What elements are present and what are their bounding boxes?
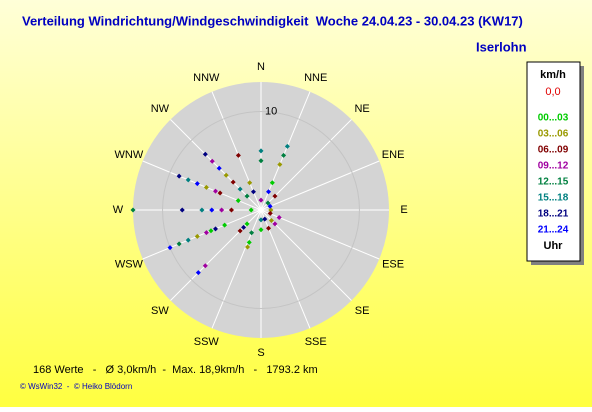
- data-point: [223, 172, 229, 178]
- data-point: [202, 151, 208, 157]
- data-point: [244, 193, 250, 199]
- data-point: [216, 165, 222, 171]
- data-point: [262, 216, 268, 222]
- data-point: [208, 228, 214, 234]
- spoke: [211, 209, 262, 329]
- data-point: [194, 181, 200, 187]
- chart-title: Verteilung Windrichtung/Windgeschwindigk…: [22, 13, 523, 28]
- direction-label: SW: [151, 305, 169, 317]
- data-point: [230, 179, 236, 185]
- data-point: [284, 143, 290, 149]
- data-point: [272, 221, 278, 227]
- data-point: [179, 207, 185, 213]
- legend-calm: 0,0: [545, 86, 560, 98]
- data-point: [265, 200, 271, 206]
- data-point: [130, 207, 136, 213]
- data-point: [258, 158, 264, 164]
- footer: 168 Werte - Ø 3,0km/h - Max. 18,9km/h - …: [33, 364, 318, 376]
- data-point: [267, 210, 273, 216]
- data-point: [258, 227, 264, 233]
- location: Iserlohn: [476, 39, 527, 54]
- legend-label: 12...15: [538, 177, 569, 188]
- data-point: [244, 221, 250, 227]
- direction-label: ENE: [382, 149, 405, 161]
- data-point: [246, 239, 252, 245]
- data-point: [266, 189, 272, 195]
- data-point: [281, 152, 287, 158]
- data-point: [209, 207, 215, 213]
- data-point: [195, 270, 201, 276]
- data-point: [269, 180, 275, 186]
- spoke: [260, 160, 380, 211]
- data-point: [203, 230, 209, 236]
- direction-label: NNE: [304, 72, 327, 84]
- data-point: [185, 177, 191, 183]
- data-point: [258, 197, 264, 203]
- credit: © WsWin32 - © Heiko Blödorn: [20, 382, 132, 391]
- data-point: [176, 173, 182, 179]
- data-point: [237, 228, 243, 234]
- legend-label: 21...24: [538, 225, 569, 236]
- direction-label: SSW: [194, 336, 220, 348]
- legend-footer: Uhr: [544, 240, 564, 252]
- direction-label: SE: [355, 305, 370, 317]
- data-point: [268, 217, 274, 223]
- data-point: [258, 217, 264, 223]
- legend-title: km/h: [540, 69, 566, 81]
- data-point: [228, 207, 234, 213]
- data-point: [272, 193, 278, 199]
- spoke: [142, 209, 262, 260]
- direction-label: ESE: [382, 259, 404, 271]
- direction-label: S: [257, 347, 264, 359]
- direction-label: NW: [151, 103, 170, 115]
- data-point: [277, 162, 283, 168]
- data-point: [276, 215, 282, 221]
- data-point: [213, 226, 219, 232]
- legend-label: 09...12: [538, 161, 569, 172]
- direction-label: NE: [354, 103, 369, 115]
- legend-label: 18...21: [538, 209, 569, 220]
- direction-label: WSW: [115, 259, 144, 271]
- data-point: [213, 188, 219, 194]
- legend-label: 15...18: [538, 193, 569, 204]
- data-point: [217, 190, 223, 196]
- data-point: [219, 207, 225, 213]
- data-point: [167, 245, 173, 251]
- direction-label: NNW: [193, 72, 220, 84]
- data-point: [258, 148, 264, 154]
- spoke: [142, 160, 262, 211]
- r-tick-label: 10: [265, 105, 277, 117]
- ring: [162, 111, 360, 309]
- direction-label: N: [257, 61, 265, 73]
- legend-label: 03...06: [538, 129, 569, 140]
- data-point: [245, 244, 251, 250]
- data-point: [248, 207, 254, 213]
- data-point: [241, 224, 247, 230]
- data-point: [235, 152, 241, 158]
- data-point: [268, 207, 274, 213]
- data-point: [249, 230, 255, 236]
- data-point: [194, 233, 200, 239]
- legend-box: [526, 61, 581, 262]
- data-point: [203, 184, 209, 190]
- direction-label: E: [400, 204, 407, 216]
- data-point: [209, 158, 215, 164]
- data-point: [199, 207, 205, 213]
- direction-label: WNW: [115, 149, 144, 161]
- direction-label: W: [113, 204, 124, 216]
- direction-label: SSE: [305, 336, 327, 348]
- data-point: [250, 189, 256, 195]
- data-point: [176, 241, 182, 247]
- data-point: [237, 186, 243, 192]
- legend-label: 06...09: [538, 145, 569, 156]
- data-point: [185, 237, 191, 243]
- data-point: [222, 222, 228, 228]
- data-point: [267, 203, 273, 209]
- data-point: [235, 198, 241, 204]
- data-point: [247, 180, 253, 186]
- data-point: [266, 225, 272, 231]
- legend-label: 00...03: [538, 113, 569, 124]
- data-point: [202, 263, 208, 269]
